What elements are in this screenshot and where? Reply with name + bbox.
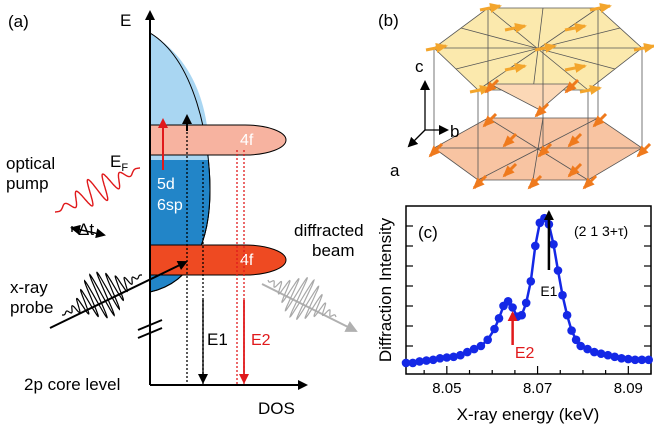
data-point [567, 326, 576, 335]
bottom-spins [428, 78, 652, 190]
top-spins [425, 3, 654, 95]
data-point [415, 357, 424, 366]
y-ticks [406, 225, 651, 347]
data-point [630, 355, 640, 365]
panel-a-label: (a) [8, 12, 29, 31]
lower-4f-label: 4f [240, 252, 254, 269]
panel-a: (a) 4f 4f 5d 6sp E DOS 2p core level EF … [6, 10, 364, 418]
data-point [531, 241, 540, 251]
data-point [517, 310, 526, 320]
data-point [571, 335, 581, 345]
delta-t-arrow-left [70, 224, 105, 236]
core-level-label: 2p core level [24, 375, 120, 394]
panel-b: (b) [378, 3, 654, 190]
data-point [596, 349, 606, 359]
delta-t-label: Δt [78, 220, 94, 239]
data-point [401, 358, 411, 368]
data-point [637, 355, 647, 365]
data-point [562, 310, 572, 320]
data-point [526, 277, 536, 286]
data-point [617, 354, 626, 363]
data-point [576, 341, 585, 351]
data-point [422, 356, 431, 365]
dos-axis-label: DOS [258, 399, 295, 418]
band-5d-label: 5d [157, 176, 175, 193]
data-point [456, 350, 465, 360]
cell-edges [433, 8, 643, 180]
fermi-level-label: EF [110, 152, 128, 174]
x-ticks: 8.05 8.07 8.09 [423, 366, 652, 397]
panel-c: (c) (2 1 3+τ) 8.05 8.07 8.09 X-ray energy … [376, 205, 653, 424]
data-point [503, 297, 513, 306]
energy-axis-label: E [120, 11, 131, 30]
c-axis-label: c [415, 57, 424, 76]
optical-pump-wave [55, 167, 140, 213]
a-axis-label: a [390, 161, 400, 180]
data-point [583, 344, 592, 354]
axis-break [137, 319, 163, 331]
band-4f-upper [149, 124, 287, 156]
data-point [476, 341, 486, 351]
data-point [463, 347, 472, 357]
data-point [553, 266, 563, 275]
panel-b-label: (b) [378, 11, 399, 30]
data-point [428, 355, 438, 365]
x-axis-label: X-ray energy (keV) [457, 405, 600, 424]
xray-probe-wave [62, 271, 142, 319]
b-axis-label: b [450, 122, 459, 141]
upper-4f-label: 4f [240, 132, 254, 149]
data-point [624, 354, 633, 364]
data-point [521, 298, 531, 308]
data-point [610, 352, 619, 362]
xray-probe-label: x-ray probe [10, 278, 53, 317]
panel-c-label: (c) [418, 223, 438, 242]
chart-frame [405, 205, 652, 375]
data-point [483, 335, 493, 345]
x-tick-label: 8.07 [523, 380, 552, 397]
reflection-label: (2 1 3+τ) [574, 223, 628, 239]
data-point [558, 290, 567, 300]
e1-marker-label: E1 [540, 283, 557, 299]
e2-marker-label: E2 [515, 345, 535, 362]
x-tick-label: 8.09 [614, 380, 643, 397]
data-point [603, 350, 613, 360]
a-axis [407, 129, 426, 148]
optical-pump-label: optical pump [6, 154, 55, 193]
data-point [435, 354, 445, 363]
data-point [449, 352, 458, 362]
data-point [549, 240, 558, 249]
data-point [469, 344, 479, 354]
e1-label: E1 [207, 330, 228, 349]
data-point [644, 355, 653, 365]
diffracted-beam-label: diffracted beam [294, 221, 364, 260]
band-6sp-label: 6sp [157, 197, 183, 214]
data-point [442, 353, 452, 362]
data-point [490, 324, 499, 334]
data-point [494, 314, 504, 323]
y-axis-label: Diffraction Intensity [376, 217, 395, 362]
middle-plane [489, 83, 572, 111]
xray-probe-arrow [49, 260, 188, 329]
data-point [590, 347, 599, 357]
diffracted-beam-wave [267, 277, 337, 320]
x-tick-label: 8.05 [432, 380, 461, 397]
data-point [508, 303, 517, 312]
data-point [408, 358, 418, 368]
e2-label: E2 [251, 332, 271, 349]
intensity-curve [406, 216, 649, 365]
